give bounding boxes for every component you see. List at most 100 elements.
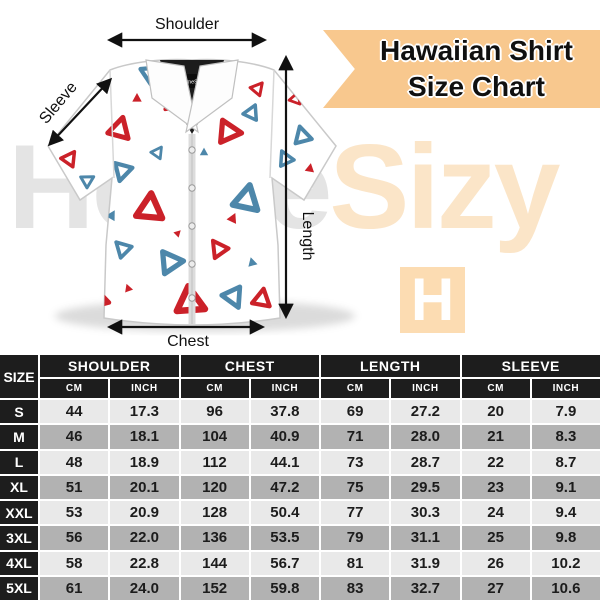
value-cell: 144 [180,551,249,575]
value-cell: 23 [461,475,530,499]
size-table: SIZE SHOULDER CHEST LENGTH SLEEVE CM INCH CM INC… [0,355,600,600]
size-label-cell: XL [0,475,38,499]
value-cell: 44.1 [250,450,319,474]
shirt-placket [188,134,196,324]
value-cell: 69 [321,400,390,424]
size-label-cell: L [0,450,38,474]
value-cell: 40.9 [250,425,319,449]
value-cell: 104 [180,425,249,449]
value-cell: 59.8 [250,576,319,600]
value-cell: 9.8 [531,526,600,550]
value-cell: 27.2 [391,400,460,424]
measurement-arrows [47,32,294,335]
unit-header-cell: INCH [250,379,319,398]
shirt-tag-label: HomeSizy [179,80,204,86]
value-cell: 128 [180,501,249,525]
value-cell: 48 [40,450,109,474]
value-cell: 18.1 [110,425,179,449]
unit-header-cell: CM [40,379,109,398]
shirt-measurement-diagram: HomeSizy Shoulder Sleeve Length Chest [36,16,355,350]
value-cell: 96 [180,400,249,424]
unit-header-cell: CM [180,379,249,398]
value-cell: 71 [321,425,390,449]
value-cell: 24 [461,501,530,525]
value-cell: 81 [321,551,390,575]
size-label-cell: 3XL [0,526,38,550]
size-label-cell: 5XL [0,576,38,600]
value-cell: 53.5 [250,526,319,550]
value-cell: 51 [40,475,109,499]
length-label: Length [299,212,316,261]
value-cell: 28.0 [391,425,460,449]
value-cell: 44 [40,400,109,424]
value-cell: 20 [461,400,530,424]
value-cell: 58 [40,551,109,575]
size-label-cell: 4XL [0,551,38,575]
unit-header-cell: INCH [110,379,179,398]
value-cell: 120 [180,475,249,499]
value-cell: 20.9 [110,501,179,525]
value-cell: 26 [461,551,530,575]
value-cell: 56 [40,526,109,550]
value-cell: 22 [461,450,530,474]
value-cell: 31.9 [391,551,460,575]
chest-label: Chest [167,333,209,350]
brand-logo-letter: H [410,266,455,333]
value-cell: 28.7 [391,450,460,474]
value-cell: 7.9 [531,400,600,424]
size-label-cell: M [0,425,38,449]
group-header-cell: LENGTH [321,355,460,377]
value-cell: 22.0 [110,526,179,550]
title-banner: Hawaiian Shirt Size Chart [323,30,600,108]
hero-section: HomeSizy H Hawaiian Shirt Size Chart [8,16,600,350]
value-cell: 83 [321,576,390,600]
size-header-cell: SIZE [0,355,38,398]
watermark-text-sizy: Sizy [329,120,560,254]
value-cell: 25 [461,526,530,550]
value-cell: 47.2 [250,475,319,499]
value-cell: 37.8 [250,400,319,424]
value-cell: 53 [40,501,109,525]
brand-logo: H [400,267,465,333]
value-cell: 77 [321,501,390,525]
value-cell: 9.4 [531,501,600,525]
value-cell: 75 [321,475,390,499]
value-cell: 46 [40,425,109,449]
shirt-collar: HomeSizy [145,59,239,134]
value-cell: 73 [321,450,390,474]
unit-header-cell: CM [321,379,390,398]
value-cell: 29.5 [391,475,460,499]
value-cell: 24.0 [110,576,179,600]
value-cell: 21 [461,425,530,449]
value-cell: 32.7 [391,576,460,600]
unit-header-cell: INCH [391,379,460,398]
group-header-cell: SLEEVE [461,355,600,377]
sleeve-arrow [47,77,113,147]
value-cell: 79 [321,526,390,550]
group-header-cell: SHOULDER [40,355,179,377]
value-cell: 136 [180,526,249,550]
value-cell: 112 [180,450,249,474]
value-cell: 61 [40,576,109,600]
value-cell: 9.1 [531,475,600,499]
value-cell: 50.4 [250,501,319,525]
unit-header-cell: INCH [531,379,600,398]
value-cell: 20.1 [110,475,179,499]
value-cell: 17.3 [110,400,179,424]
value-cell: 27 [461,576,530,600]
value-cell: 10.6 [531,576,600,600]
shoulder-label: Shoulder [155,16,220,33]
banner-title-line2: Size Chart [408,71,545,102]
group-header-cell: CHEST [180,355,319,377]
banner-title-line1: Hawaiian Shirt [380,35,573,66]
size-label-cell: S [0,400,38,424]
value-cell: 56.7 [250,551,319,575]
unit-header-cell: CM [461,379,530,398]
value-cell: 22.8 [110,551,179,575]
value-cell: 30.3 [391,501,460,525]
size-label-cell: XXL [0,501,38,525]
value-cell: 8.3 [531,425,600,449]
value-cell: 31.1 [391,526,460,550]
value-cell: 152 [180,576,249,600]
